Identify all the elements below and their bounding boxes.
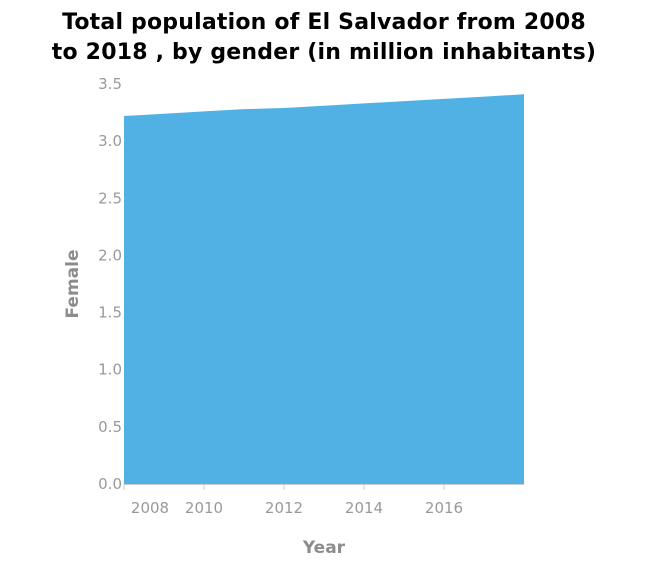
chart-title-line-1: Total population of El Salvador from 200… [62, 10, 586, 35]
female-population-area [124, 94, 524, 485]
y-tick-label: 2.0 [98, 246, 122, 264]
y-axis: 0.0 0.5 1.0 1.5 2.0 2.5 3.0 3.5 [98, 75, 122, 493]
x-tick-label: 2012 [265, 499, 303, 517]
x-tick-label: 2010 [185, 499, 223, 517]
x-axis: 2008 2010 2012 2014 2016 [123, 484, 463, 517]
y-tick-label: 2.5 [98, 189, 122, 207]
y-tick-label: 0.0 [98, 475, 122, 493]
x-tick-label: 2008 [131, 499, 169, 517]
chart-title-line-2: to 2018 , by gender (in million inhabita… [51, 40, 597, 65]
y-tick-label: 3.0 [98, 132, 122, 150]
y-tick-label: 1.5 [98, 304, 122, 322]
x-axis-title: Year [302, 538, 346, 558]
y-axis-title: Female [63, 250, 83, 319]
y-tick-label: 3.5 [98, 75, 122, 93]
y-tick-label: 0.5 [98, 418, 122, 436]
chart-title: Total population of El Salvador from 200… [0, 8, 648, 68]
x-tick-label: 2016 [425, 499, 463, 517]
y-tick-label: 1.0 [98, 361, 122, 379]
x-tick-label: 2014 [345, 499, 383, 517]
